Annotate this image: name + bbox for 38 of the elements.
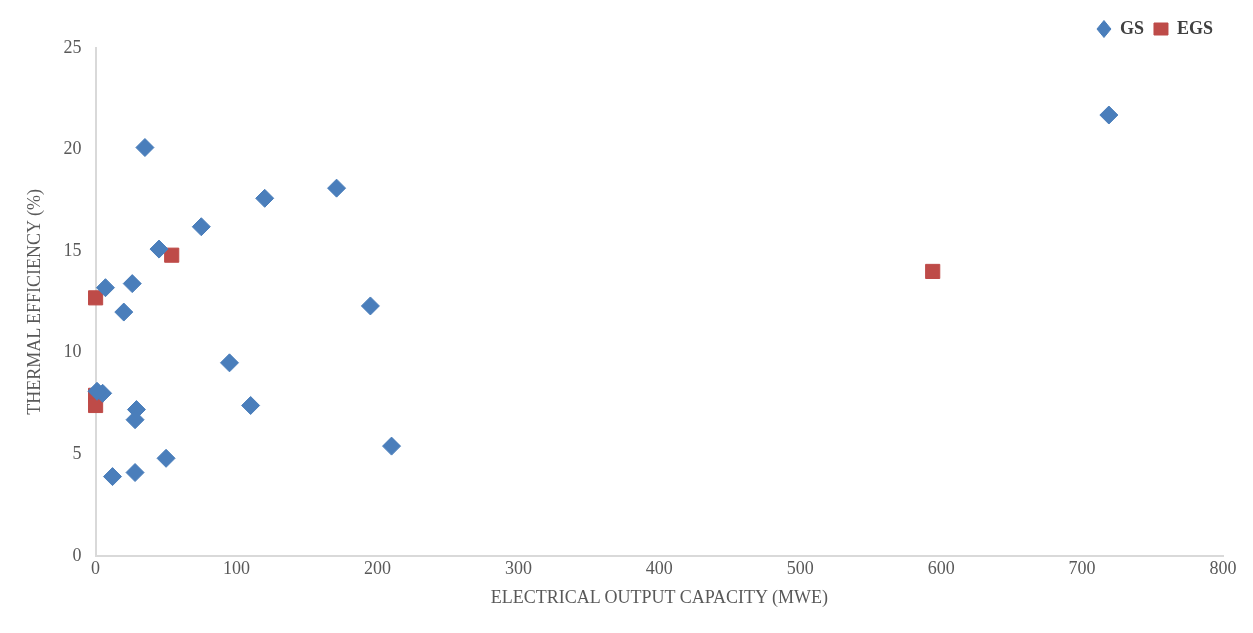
y-tick-label: 0 [72,544,82,565]
x-tick-label: 500 [786,558,814,579]
point [255,188,275,208]
point [125,463,145,483]
point [114,302,134,322]
point [135,138,155,158]
y-tick-label: 20 [63,138,82,159]
x-tick-label: 400 [645,558,673,579]
point [122,274,142,294]
point [149,239,169,259]
point [156,448,176,468]
point [191,217,211,237]
point [164,247,180,263]
point [88,290,104,306]
legend-label: GS [1119,17,1144,38]
x-tick-label: 700 [1068,558,1096,579]
point [103,467,123,487]
point [219,353,239,373]
y-tick-label: 10 [63,341,82,362]
legend-label: EGS [1176,17,1214,38]
y-axis-title: THERMAL EFFICIENCY (%) [23,189,45,415]
y-tick-label: 5 [72,442,82,463]
point [1099,105,1119,125]
y-tick-label: 25 [63,36,82,57]
point [327,178,347,198]
x-tick-label: 0 [91,558,101,579]
y-tick-label: 15 [63,239,82,260]
x-axis-title: ELECTRICAL OUTPUT CAPACITY (MWE) [490,586,828,608]
x-tick-label: 100 [223,558,251,579]
x-tick-label: 800 [1209,558,1237,579]
point [925,263,941,279]
x-tick-label: 600 [927,558,955,579]
point [95,278,115,298]
point [241,395,261,415]
point [382,436,402,456]
x-tick-label: 300 [504,558,532,579]
x-tick-label: 200 [363,558,391,579]
point [360,296,380,316]
